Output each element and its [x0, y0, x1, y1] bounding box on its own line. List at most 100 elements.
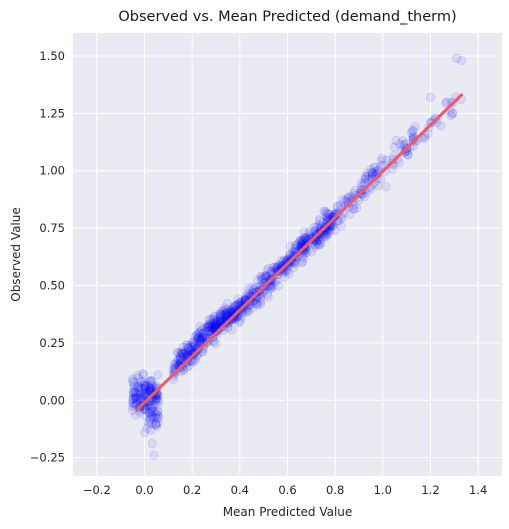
data-point — [215, 314, 225, 324]
data-point — [263, 292, 273, 302]
data-point — [145, 385, 155, 395]
data-point — [193, 333, 203, 344]
tick-labels: −0.2 0.0 0.2 0.4 0.6 0.8 1.0 1.2 1.4 −0.25 0.00 0.2… — [30, 49, 488, 497]
data-point — [177, 349, 188, 359]
data-point — [207, 324, 217, 334]
data-point — [144, 383, 154, 393]
data-point — [323, 212, 333, 223]
data-point — [397, 136, 408, 146]
data-point — [145, 403, 155, 414]
data-point — [222, 298, 232, 308]
data-point — [324, 224, 334, 235]
data-point — [220, 303, 230, 313]
data-point — [147, 406, 157, 416]
data-point — [198, 332, 208, 342]
data-point — [368, 169, 378, 179]
data-point — [234, 298, 244, 308]
data-point — [146, 425, 156, 435]
data-point — [263, 264, 273, 274]
data-point — [145, 384, 155, 395]
data-point — [315, 216, 325, 226]
x-tick-label: −0.2 — [83, 483, 111, 497]
data-point — [143, 401, 153, 411]
data-point — [139, 380, 149, 390]
data-point — [128, 389, 139, 399]
data-point — [145, 382, 155, 393]
data-point — [220, 307, 230, 317]
data-point — [128, 398, 138, 408]
data-point — [132, 371, 142, 381]
data-point — [406, 128, 417, 138]
data-point — [366, 165, 376, 175]
data-point — [148, 410, 158, 420]
data-point — [284, 269, 294, 279]
data-point — [215, 316, 225, 326]
data-point — [387, 164, 398, 174]
data-point — [186, 346, 196, 356]
data-point — [184, 361, 194, 371]
data-point — [147, 418, 157, 428]
data-point — [350, 185, 360, 196]
data-point — [215, 309, 225, 319]
data-point — [447, 108, 458, 118]
data-point — [208, 324, 218, 334]
data-point — [261, 272, 271, 282]
data-point — [131, 392, 141, 402]
data-point — [133, 373, 143, 383]
data-point — [175, 355, 185, 365]
data-point — [368, 168, 378, 178]
data-point — [382, 155, 392, 166]
data-point — [148, 413, 159, 423]
data-point — [262, 271, 272, 282]
data-point — [403, 150, 413, 160]
data-point — [128, 394, 138, 404]
y-tick-label: 1.50 — [39, 49, 65, 63]
data-point — [151, 394, 162, 404]
data-point — [188, 337, 198, 347]
data-point — [198, 332, 208, 342]
data-point — [197, 332, 207, 342]
data-point — [183, 342, 193, 353]
data-point — [241, 291, 251, 301]
data-point — [344, 191, 354, 201]
data-point — [266, 283, 276, 293]
chart-title: Observed vs. Mean Predicted (demand_ther… — [118, 9, 456, 25]
y-tick-label: −0.25 — [30, 451, 65, 465]
data-point — [152, 400, 163, 411]
data-point — [307, 247, 317, 257]
data-point — [146, 376, 156, 386]
data-point — [204, 319, 214, 329]
data-point — [208, 320, 218, 330]
data-point — [446, 111, 456, 121]
data-point — [235, 316, 245, 326]
data-point — [128, 387, 138, 397]
grid-lines — [73, 33, 502, 476]
data-point — [205, 314, 216, 324]
data-point — [195, 321, 205, 332]
data-point — [322, 212, 332, 222]
data-point — [129, 387, 139, 398]
data-point — [289, 263, 299, 273]
data-point — [221, 310, 231, 321]
data-point — [288, 246, 299, 256]
data-point — [129, 386, 140, 396]
data-point — [210, 322, 220, 333]
data-point — [190, 332, 200, 342]
data-point — [222, 308, 232, 318]
data-point — [282, 266, 293, 276]
data-point — [147, 438, 157, 449]
data-point — [152, 410, 162, 420]
data-point — [145, 401, 155, 411]
data-point — [171, 357, 181, 368]
data-point — [137, 393, 147, 403]
data-point — [152, 395, 162, 405]
data-point — [151, 395, 161, 405]
data-point — [436, 121, 446, 131]
data-point — [262, 289, 272, 299]
data-point — [244, 283, 254, 294]
data-point — [211, 320, 221, 331]
data-point — [266, 266, 277, 277]
data-point — [321, 206, 331, 217]
data-point — [314, 220, 324, 230]
data-point — [144, 386, 154, 396]
